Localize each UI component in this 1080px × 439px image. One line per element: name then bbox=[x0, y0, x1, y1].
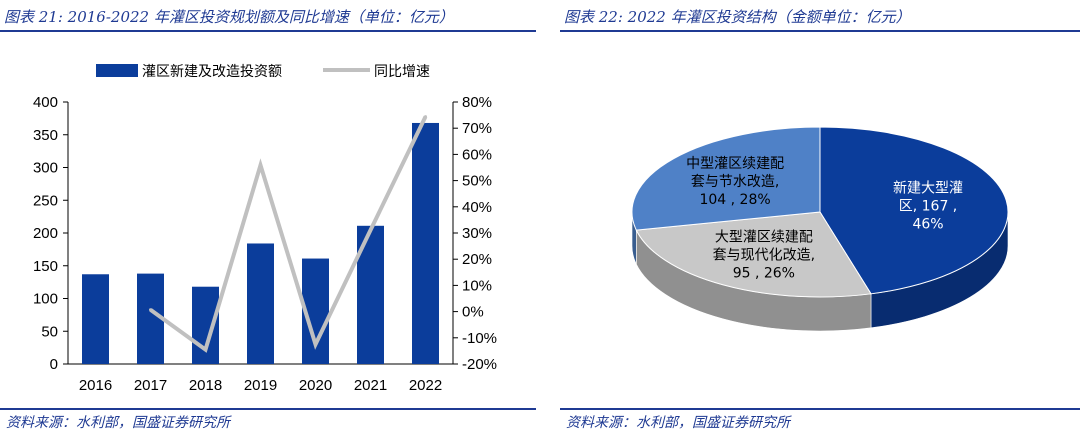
figure-title: 图表 22: 2022 年灌区投资结构（金额单位：亿元） bbox=[564, 8, 911, 26]
x-tick-label: 2016 bbox=[79, 377, 112, 394]
bar bbox=[192, 286, 219, 364]
growth-line bbox=[149, 115, 428, 353]
source-note: 资料来源：水利部，国盛证券研究所 bbox=[6, 415, 230, 431]
bar bbox=[247, 243, 274, 364]
y-tick-label-left: 150 bbox=[33, 258, 58, 275]
x-tick-label: 2017 bbox=[134, 377, 167, 394]
y-tick-label-left: 350 bbox=[33, 127, 58, 144]
right-figure-panel: 图表 22: 2022 年灌区投资结构（金额单位：亿元） 新建大型灌区, 167… bbox=[560, 0, 1080, 439]
bar bbox=[412, 122, 439, 365]
source-note: 资料来源：水利部，国盛证券研究所 bbox=[566, 415, 790, 431]
pie-slice-label: 中型灌区续建配 bbox=[686, 155, 784, 172]
title-rule bbox=[560, 30, 1080, 32]
y-tick-label-right: 0% bbox=[462, 304, 484, 321]
x-tick-label: 2019 bbox=[244, 377, 277, 394]
y-tick-label-right: 30% bbox=[462, 225, 492, 242]
pie-slice-label: 新建大型灌 bbox=[893, 180, 963, 196]
growth-point bbox=[259, 163, 262, 167]
growth-point bbox=[369, 228, 372, 232]
legend-bar-swatch bbox=[96, 64, 138, 77]
y-tick-label-left: 100 bbox=[33, 291, 58, 308]
y-tick-label-right: 50% bbox=[462, 173, 492, 190]
pie-slice-label: 46% bbox=[912, 216, 943, 232]
y-tick-label-left: 0 bbox=[50, 356, 58, 373]
left-figure-panel: 图表 21: 2016-2022 年灌区投资规划额及同比增速（单位：亿元） 灌区… bbox=[0, 0, 536, 439]
growth-point bbox=[424, 115, 427, 119]
y-tick-label-left: 50 bbox=[41, 323, 58, 340]
y-tick-label-right: 60% bbox=[462, 146, 492, 163]
bar-line-chart: 灌区新建及改造投资额 同比增速 0 50 100 150 200 250 300 350 400 -2… bbox=[33, 64, 497, 394]
pie-slice-label: 95 , 26% bbox=[733, 265, 795, 281]
legend-line-label: 同比增速 bbox=[374, 64, 430, 80]
y-tick-label-right: 80% bbox=[462, 94, 492, 111]
x-tick-label: 2022 bbox=[409, 377, 442, 394]
source-rule bbox=[0, 408, 536, 410]
growth-point bbox=[204, 348, 207, 352]
y-tick-label-left: 300 bbox=[33, 160, 58, 177]
pie-slice bbox=[635, 211, 872, 298]
pie-slice-label: 104 , 28% bbox=[699, 192, 770, 208]
x-tick-label: 2021 bbox=[354, 377, 387, 394]
title-rule bbox=[0, 30, 536, 32]
y-tick-label-right: -10% bbox=[462, 330, 497, 347]
figure-title: 图表 21: 2016-2022 年灌区投资规划额及同比增速（单位：亿元） bbox=[4, 8, 454, 26]
bar bbox=[137, 273, 164, 364]
pie-slice bbox=[631, 126, 821, 231]
x-tick-label: 2018 bbox=[189, 377, 222, 394]
y-tick-label-left: 400 bbox=[33, 94, 58, 111]
pie-slice-label: 套与节水改造, bbox=[691, 174, 779, 190]
y-tick-label-right: 10% bbox=[462, 277, 492, 294]
pie-slice-label: 套与现代化改造, bbox=[713, 247, 815, 263]
x-tick-label: 2020 bbox=[299, 377, 332, 394]
pie-slice-label: 大型灌区续建配 bbox=[715, 228, 813, 245]
source-rule bbox=[560, 408, 1080, 410]
growth-point bbox=[314, 342, 317, 346]
y-tick-label-right: 20% bbox=[462, 251, 492, 268]
y-tick-label-right: 40% bbox=[462, 199, 492, 216]
y-tick-label-left: 200 bbox=[33, 225, 58, 242]
y-tick-label-right: -20% bbox=[462, 356, 497, 373]
y-tick-label-left: 250 bbox=[33, 192, 58, 209]
legend-bar-label: 灌区新建及改造投资额 bbox=[142, 64, 282, 80]
pie-slice-label: 区, 167 , bbox=[899, 198, 958, 214]
growth-point bbox=[149, 308, 152, 312]
y-tick-label-right: 70% bbox=[462, 120, 492, 137]
pie-slice bbox=[819, 126, 1009, 295]
bar bbox=[82, 274, 109, 364]
